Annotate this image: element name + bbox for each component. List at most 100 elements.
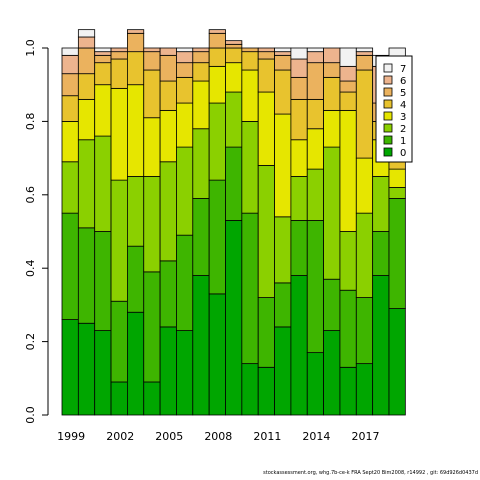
bar-segment-2005-age-6 <box>159 47 177 56</box>
bar-segment-2010-age-0 <box>241 363 259 416</box>
bar-segment-2001-age-1 <box>94 231 112 331</box>
legend-swatch-1 <box>383 135 393 145</box>
bar-segment-2002-age-4 <box>110 58 128 89</box>
bar-segment-2010-age-4 <box>241 51 259 71</box>
bar-segment-1999-age-3 <box>61 121 79 163</box>
bar-segment-1999-age-1 <box>61 212 79 320</box>
bar-segment-2000-age-6 <box>77 36 96 49</box>
bar-segment-2015-age-2 <box>323 146 341 280</box>
bar-segment-1999-age-6 <box>61 54 79 75</box>
bar-segment-2013-age-5 <box>290 76 308 100</box>
bar-segment-2010-age-5 <box>241 47 259 53</box>
bar-segment-2008-age-1 <box>208 179 226 295</box>
bar-segment-2017-age-0 <box>355 363 374 416</box>
bar-segment-2002-age-5 <box>110 51 128 60</box>
bar-segment-2005-age-0 <box>159 326 177 416</box>
bar-segment-2012-age-6 <box>274 51 292 56</box>
bar-segment-2001-age-4 <box>94 62 112 86</box>
bar-segment-2006-age-5 <box>176 62 194 78</box>
bar-segment-2019-age-0 <box>388 308 406 416</box>
bar-segment-2013-age-6 <box>290 58 308 78</box>
bar-segment-2006-age-6 <box>176 51 194 64</box>
bar-segment-2004-age-1 <box>143 271 161 383</box>
bar-segment-2004-age-0 <box>143 381 161 416</box>
bar-segment-2013-age-2 <box>290 176 308 221</box>
x-tick-label: 2005 <box>155 430 183 443</box>
legend-swatch-3 <box>383 111 393 121</box>
legend-box <box>375 55 413 163</box>
bar-segment-2015-age-0 <box>323 330 341 416</box>
bar-segment-2012-age-3 <box>274 113 292 218</box>
bar-segment-2014-age-1 <box>306 220 325 354</box>
bar-segment-2007-age-1 <box>192 198 210 276</box>
bar-segment-2001-age-5 <box>94 54 112 64</box>
bar-segment-2000-age-5 <box>77 47 96 75</box>
bar-segment-2008-age-2 <box>208 102 226 181</box>
bar-segment-2004-age-4 <box>143 69 161 119</box>
bar-segment-2004-age-2 <box>143 176 161 273</box>
bar-segment-2018-age-1 <box>372 231 390 276</box>
bar-segment-2000-age-3 <box>77 98 96 141</box>
bar-segment-2017-age-5 <box>355 54 374 71</box>
bar-segment-2006-age-3 <box>176 102 194 148</box>
legend-swatch-4 <box>383 99 393 109</box>
bar-segment-2002-age-0 <box>110 381 128 416</box>
bar-segment-2005-age-2 <box>159 161 177 262</box>
bar-segment-1999-age-7 <box>61 47 79 56</box>
bar-segment-2005-age-5 <box>159 54 177 82</box>
bar-segment-2014-age-0 <box>306 352 325 416</box>
bar-segment-2013-age-1 <box>290 220 308 276</box>
y-axis: 0.0 0.2 0.4 0.6 0.8 1.0 <box>24 39 49 424</box>
legend-swatch-6 <box>383 75 393 85</box>
bar-segment-1999-age-5 <box>61 73 79 97</box>
y-tick-label: 0.8 <box>24 113 37 130</box>
bar-segment-2000-age-4 <box>77 73 96 100</box>
bar-segment-2011-age-6 <box>257 47 275 53</box>
bar-segment-2014-age-6 <box>306 51 325 64</box>
bar-segment-2009-age-3 <box>225 62 243 93</box>
bar-segment-2016-age-7 <box>339 47 357 67</box>
bar-segment-2015-age-4 <box>323 76 341 111</box>
y-tick-label: 1.0 <box>24 39 37 57</box>
bar-segment-2017-age-6 <box>355 51 374 56</box>
bar-segment-2005-age-1 <box>159 260 177 328</box>
legend-label-6: 6 <box>400 76 406 87</box>
bar-segment-2008-age-4 <box>208 47 226 67</box>
bar-segment-2000-age-0 <box>77 322 96 416</box>
bar-segment-2007-age-5 <box>192 51 210 64</box>
bar-segment-2011-age-5 <box>257 51 275 60</box>
bar-segment-2001-age-7 <box>94 47 112 53</box>
bar-segment-2013-age-0 <box>290 275 308 416</box>
bar-segment-2009-age-5 <box>225 43 243 49</box>
legend-label-3: 3 <box>400 112 406 123</box>
bar-segment-2000-age-2 <box>77 139 96 229</box>
bar-segment-2016-age-1 <box>339 289 357 368</box>
legend-swatch-2 <box>383 123 393 133</box>
y-tick-label: 0.2 <box>24 333 37 351</box>
bar-segment-2017-age-7 <box>355 47 374 53</box>
bar-segment-2006-age-1 <box>176 234 194 331</box>
bar-segment-2007-age-0 <box>192 275 210 416</box>
bar-segment-2016-age-3 <box>339 109 357 232</box>
legend-swatch-7 <box>383 63 393 73</box>
bar-segment-2009-age-4 <box>225 47 243 64</box>
legend-swatch-5 <box>383 87 393 97</box>
legend-swatch-0 <box>383 147 393 157</box>
bar-segment-2014-age-7 <box>306 47 325 53</box>
bar-segment-2010-age-2 <box>241 121 259 214</box>
legend-label-1: 1 <box>400 136 406 147</box>
bar-segment-2017-age-4 <box>355 69 374 159</box>
bar-segment-2015-age-3 <box>323 109 341 148</box>
bar-segment-2016-age-0 <box>339 366 357 416</box>
bar-segment-2003-age-3 <box>127 84 145 177</box>
y-tick-label: 0.6 <box>24 186 37 204</box>
bar-segment-2014-age-3 <box>306 128 325 170</box>
bar-segment-2007-age-6 <box>192 47 210 53</box>
bar-segment-2006-age-0 <box>176 330 194 416</box>
bar-segment-2011-age-4 <box>257 58 275 93</box>
bar-segment-2003-age-4 <box>127 51 145 86</box>
bar-segment-2007-age-3 <box>192 80 210 130</box>
bar-segment-2011-age-3 <box>257 91 275 166</box>
bar-segment-1999-age-2 <box>61 161 79 214</box>
